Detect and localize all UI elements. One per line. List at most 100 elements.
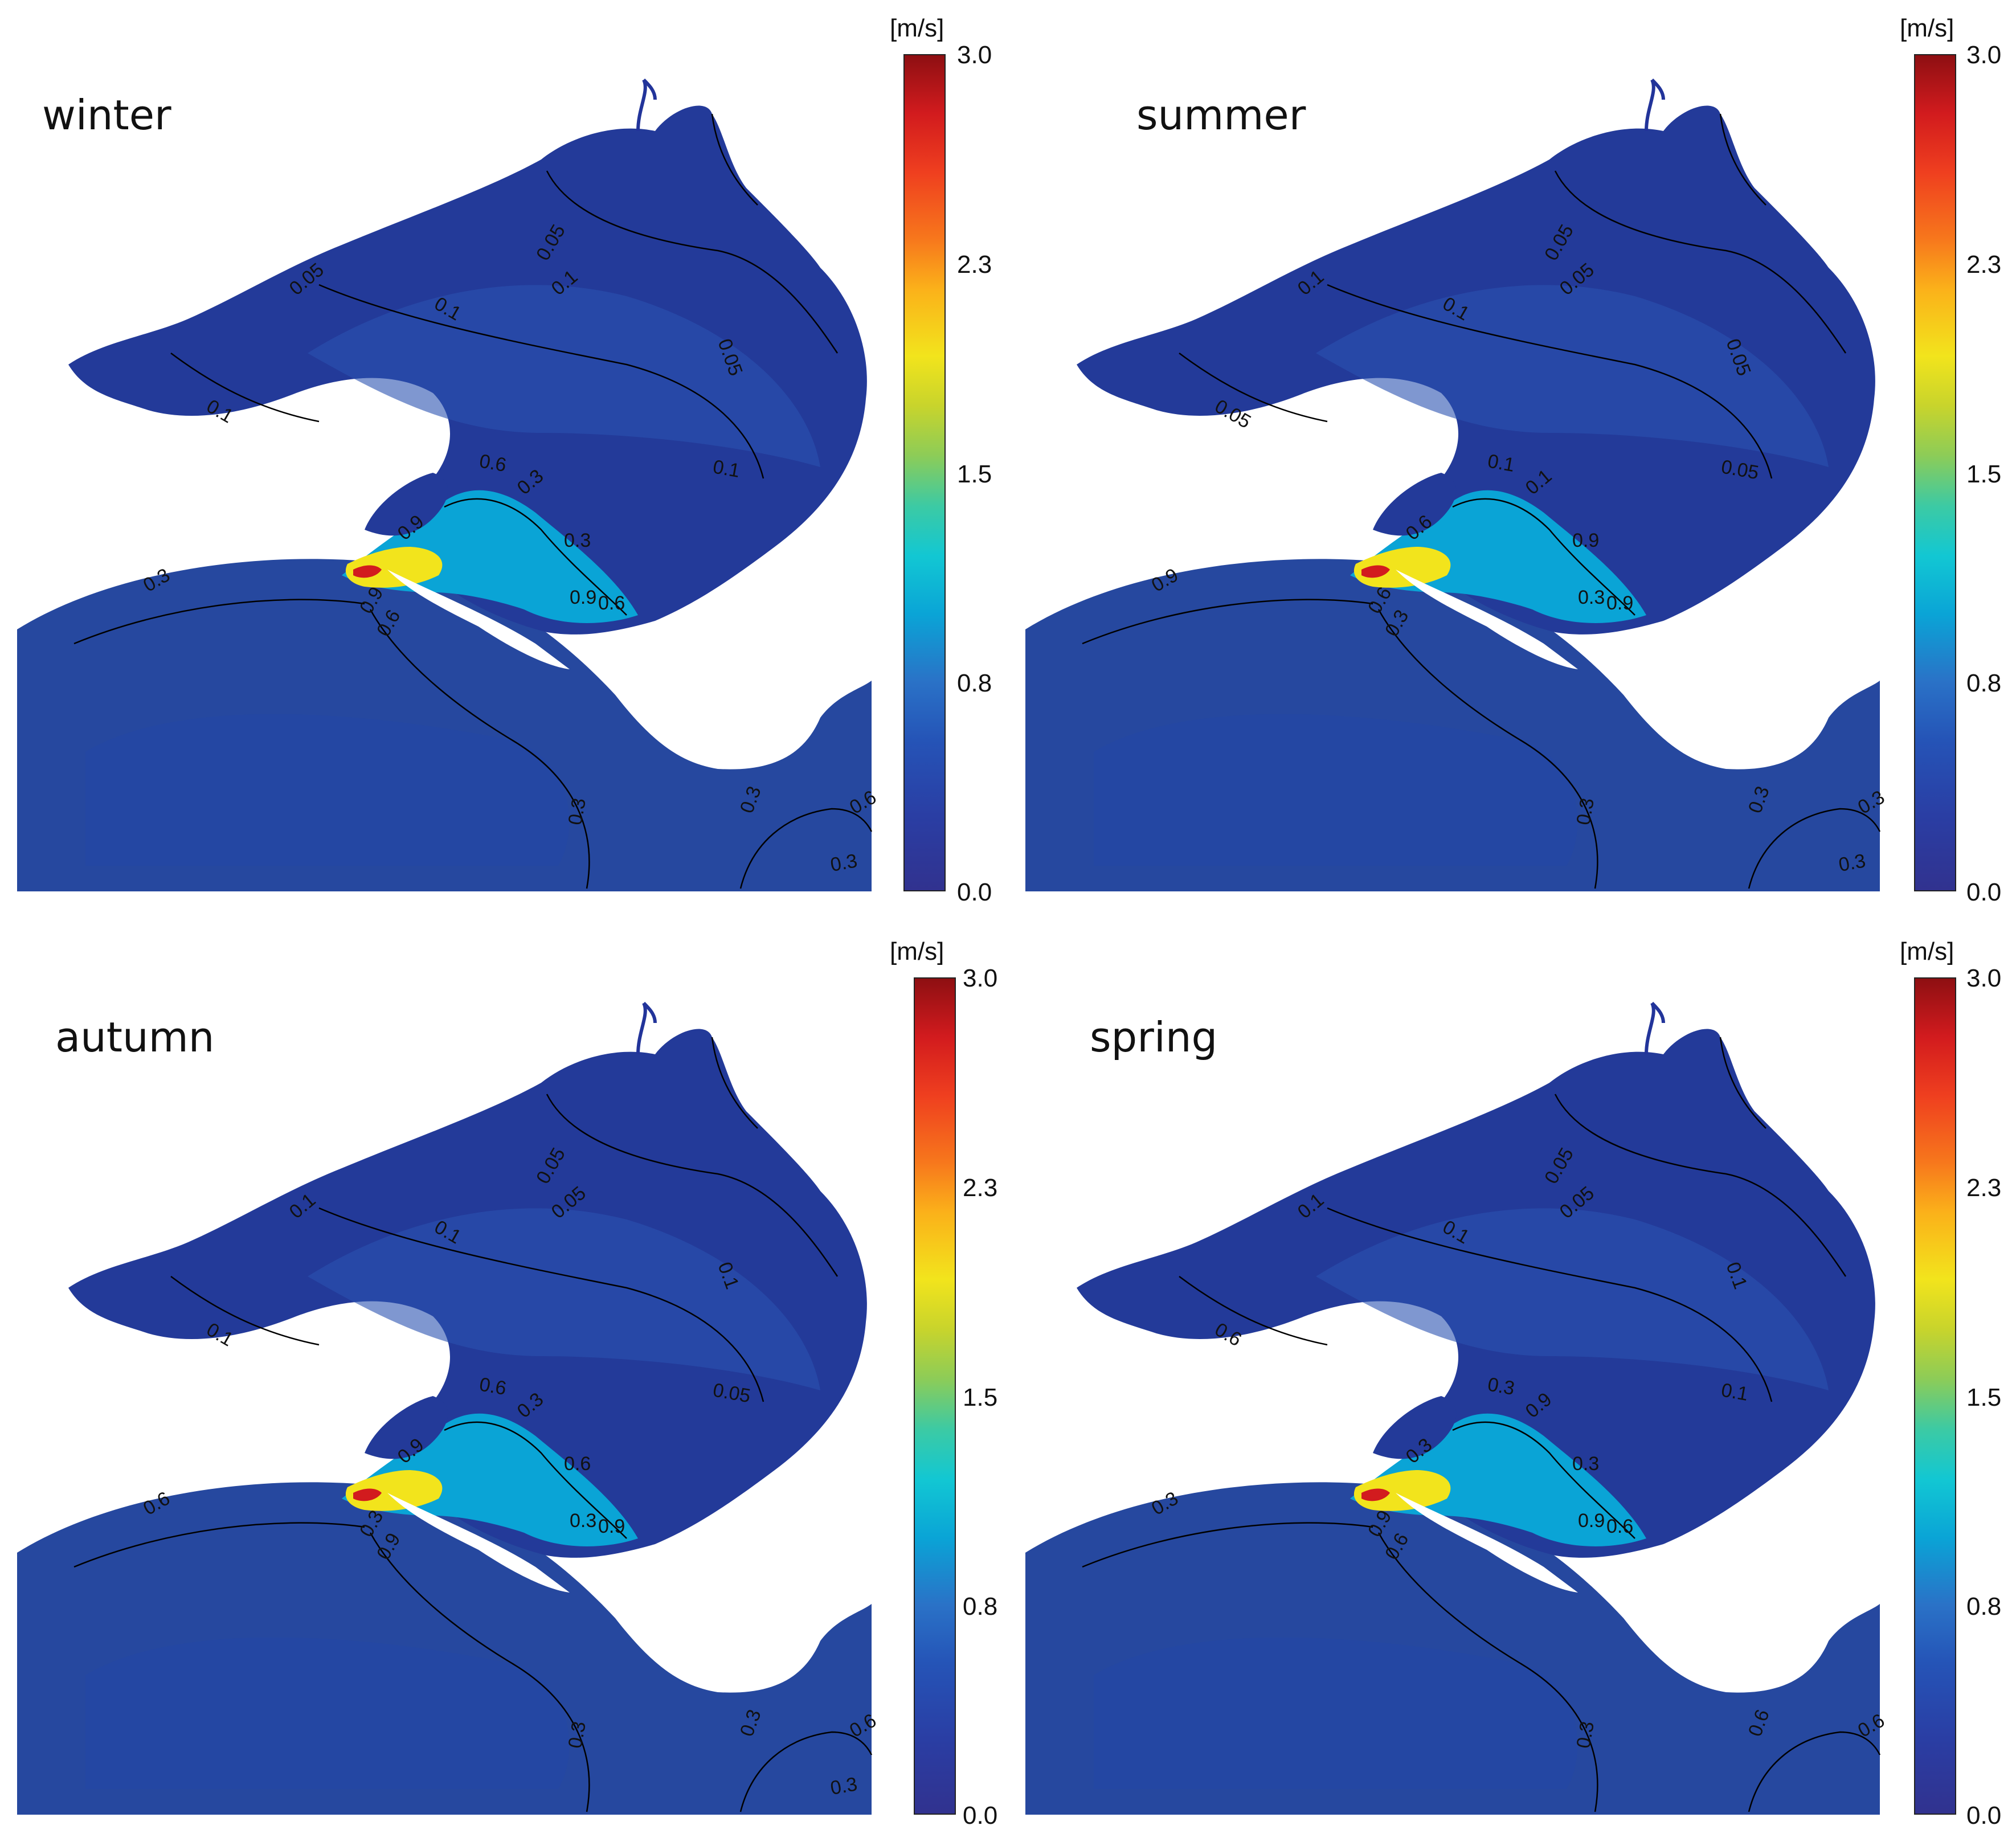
contour-line [546, 1094, 839, 1277]
strait-peak [353, 565, 382, 578]
offshore-patch [1094, 1637, 1578, 1789]
map-panel-summer: 0.05 0.05 0.05 0.05 0.1 0.1 0.05 0.1 0.1 0.6 0.3 0.… [1008, 0, 2016, 923]
contour-line [73, 1522, 365, 1568]
season-title: spring [1090, 1013, 1218, 1061]
contour-label: 0.6 [478, 1373, 508, 1399]
land-channel [1396, 570, 1578, 669]
contour-label: 0.6 [598, 592, 625, 614]
strait-peak [1361, 565, 1390, 578]
contour-line [369, 609, 590, 889]
colorbar-tick: 2.3 [957, 251, 992, 279]
contour-label: 0.3 [564, 1720, 590, 1750]
contour-line [1377, 1532, 1598, 1812]
contour-label: 0.9 [598, 1516, 625, 1537]
map-svg: 0.050.050.10.050.10.10.10.60.30.90.3 0.90… [17, 1001, 880, 1815]
colorbar-tick: 0.8 [1966, 669, 2002, 697]
contour-label: 0.9 [570, 587, 596, 608]
contour-label: 0.6 [564, 1453, 591, 1475]
island [1373, 1396, 1457, 1459]
contour-line [170, 352, 320, 423]
colorbar [914, 977, 956, 1815]
map-svg: 0.050.050.050.050.10.10.050.10.10.60.3 0.… [1025, 78, 1888, 891]
contour-line [73, 599, 365, 645]
land-channel [387, 1493, 570, 1593]
colorbar-tick: 0.8 [957, 669, 992, 697]
colorbar-tick: 0.0 [1966, 1802, 2002, 1829]
colorbar-tick: 3.0 [957, 41, 992, 69]
river [636, 78, 657, 132]
map-svg: 0.050.050.10.10.10.10.60.30.90.30.9 0.60.… [1025, 1001, 1888, 1815]
contour-line [1554, 1094, 1847, 1277]
river [1645, 78, 1665, 132]
offshore-patch [85, 714, 570, 866]
contour-label: 0.3 [829, 850, 859, 876]
contour-line [1082, 1522, 1373, 1568]
colorbar-tick: 1.5 [1966, 1384, 2002, 1411]
contour-label: 0.3 [564, 530, 591, 551]
contour-label: 0.3 [570, 1510, 596, 1532]
contour-label: 0.3 [1486, 1373, 1516, 1399]
colorbar-unit: [m/s] [1900, 938, 1954, 965]
island [1373, 473, 1457, 536]
map-panel-autumn: 0.05 0.05 0.1 0.05 0.1 0.1 0.1 0.6 0.3 0.9 0.3 0.9 0… [0, 923, 1008, 1846]
contour-line [444, 498, 627, 616]
colorbar-unit: [m/s] [890, 14, 944, 42]
contour-line [170, 1275, 320, 1346]
contour-line [444, 1421, 627, 1539]
map-panel-winter: 0.05 0.1 0.05 0.1 0.05 0.1 0.1 0.6 0.3 0.9 0.9 0.6 0… [0, 0, 1008, 923]
contour-label: 0.9 [1578, 1510, 1605, 1532]
island [365, 473, 448, 536]
colorbar-tick: 3.0 [963, 964, 998, 992]
contour-label: 0.3 [1572, 1720, 1598, 1750]
contour-line [711, 1037, 758, 1129]
contour-line [1327, 284, 1773, 479]
contour-line [1554, 170, 1847, 354]
colorbar-unit: [m/s] [1900, 14, 1954, 42]
season-title: summer [1136, 91, 1306, 139]
strait-peak [353, 1488, 382, 1501]
colorbar-tick: 2.3 [1966, 251, 2002, 279]
colorbar-tick: 0.8 [963, 1593, 998, 1620]
contour-line [739, 808, 873, 889]
contour-label: 0.3 [1572, 1453, 1599, 1475]
contour-line [1327, 1207, 1773, 1402]
strait-core [345, 547, 443, 588]
colorbar-tick: 1.5 [963, 1384, 998, 1411]
season-title: winter [42, 91, 171, 139]
colorbar-unit: [m/s] [890, 938, 944, 965]
colorbar-tick: 0.0 [1966, 878, 2002, 906]
offshore-patch [85, 1637, 570, 1789]
season-title: autumn [55, 1013, 215, 1061]
colorbar [903, 54, 946, 891]
colorbar-tick: 2.3 [1966, 1174, 2002, 1202]
colorbar-tick: 3.0 [1966, 964, 2002, 992]
colorbar-tick: 2.3 [963, 1174, 998, 1202]
contour-label: 0.1 [711, 456, 742, 482]
contour-line [1452, 1421, 1635, 1539]
colorbar-tick: 3.0 [1966, 41, 2002, 69]
contour-line [546, 170, 839, 354]
contour-label: 0.1 [1486, 450, 1516, 476]
land-channel [1396, 1493, 1578, 1593]
contour-line [739, 1731, 873, 1812]
bay-shallow-band [308, 1208, 820, 1390]
strait-core [345, 1470, 443, 1511]
colorbar [1914, 54, 1956, 891]
colorbar [1914, 977, 1956, 1815]
contour-line [1748, 1731, 1881, 1812]
contour-line [369, 1532, 590, 1812]
colorbar-tick: 1.5 [1966, 460, 2002, 488]
contour-label: 0.9 [1572, 530, 1599, 551]
contour-line [1082, 599, 1373, 645]
contour-label: 0.3 [829, 1773, 859, 1799]
contour-label: 0.3 [1837, 850, 1867, 876]
island [365, 1396, 448, 1459]
colorbar-tick: 1.5 [957, 460, 992, 488]
contour-line [1179, 1275, 1328, 1346]
bay-shallow-band [1316, 1208, 1829, 1390]
contour-line [318, 284, 764, 479]
contour-line [318, 1207, 764, 1402]
contour-label: 0.3 [1578, 587, 1605, 608]
contour-line [711, 113, 758, 206]
strait-core [1353, 547, 1451, 588]
